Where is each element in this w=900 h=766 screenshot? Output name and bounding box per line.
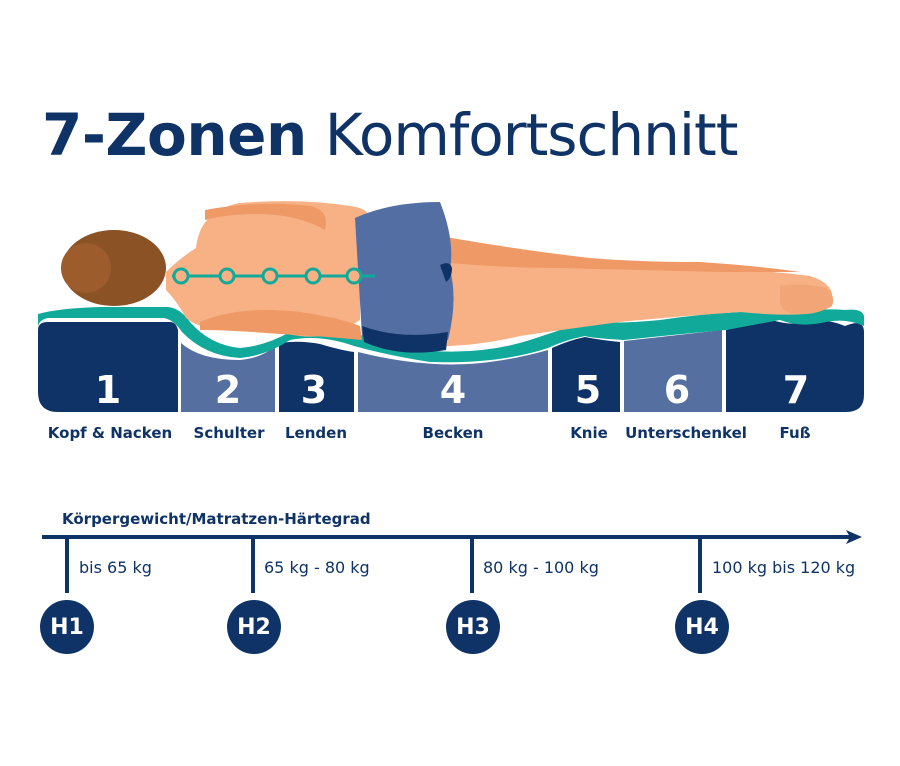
axis-arrowhead-icon bbox=[846, 530, 862, 544]
zone-number-1: 1 bbox=[94, 368, 122, 412]
vertebra-marker bbox=[218, 267, 236, 285]
zone-block-5 bbox=[552, 337, 620, 412]
hardness-badge-h1: H1 bbox=[40, 600, 94, 654]
page-title: 7-Zonen Komfortschnitt bbox=[42, 100, 739, 170]
range-label-h4: 100 kg bis 120 kg bbox=[712, 558, 856, 577]
shoulder-shade bbox=[205, 203, 326, 230]
vertebra-marker bbox=[304, 267, 322, 285]
vertebra-marker bbox=[261, 267, 279, 285]
person-figure bbox=[61, 201, 834, 353]
zone-number-3: 3 bbox=[300, 368, 328, 412]
foot bbox=[780, 284, 834, 314]
spine-line bbox=[172, 267, 375, 285]
zone-block-1 bbox=[38, 322, 178, 412]
zone-number-2: 2 bbox=[214, 368, 242, 412]
comfort-layer bbox=[38, 307, 864, 363]
range-label-h3: 80 kg - 100 kg bbox=[483, 558, 599, 577]
title-light: Komfortschnitt bbox=[324, 101, 739, 169]
mattress-illustration bbox=[38, 201, 864, 412]
title-bold: 7-Zonen bbox=[42, 101, 307, 169]
zone-label-3: Lenden bbox=[285, 424, 347, 442]
zone-label-6: Unterschenkel bbox=[625, 424, 747, 442]
waist-shade bbox=[200, 309, 362, 340]
vertebra-marker bbox=[345, 267, 363, 285]
upper-leg-shade bbox=[440, 236, 800, 272]
range-label-h2: 65 kg - 80 kg bbox=[264, 558, 370, 577]
shorts-crease bbox=[440, 263, 452, 282]
zone-label-2: Schulter bbox=[193, 424, 265, 442]
zone-number-6: 6 bbox=[663, 368, 691, 412]
hardness-badge-h3: H3 bbox=[446, 600, 500, 654]
hardness-badge-h2: H2 bbox=[227, 600, 281, 654]
scale-axis bbox=[42, 530, 862, 593]
zone-label-7: Fuß bbox=[779, 424, 811, 442]
shorts-hem bbox=[362, 326, 448, 353]
zone-label-5: Knie bbox=[570, 424, 608, 442]
zone-block-3 bbox=[279, 341, 354, 412]
scale-axis-title: Körpergewicht/Matratzen-Härtegrad bbox=[62, 510, 371, 528]
hardness-badge-h4: H4 bbox=[675, 600, 729, 654]
zone-block-7 bbox=[726, 320, 864, 412]
zone-block-2 bbox=[181, 343, 275, 412]
zone-label-1: Kopf & Nacken bbox=[47, 424, 173, 442]
zone-number-5: 5 bbox=[574, 368, 602, 412]
zone-number-7: 7 bbox=[782, 368, 810, 412]
range-label-h1: bis 65 kg bbox=[79, 558, 152, 577]
zone-number-4: 4 bbox=[439, 368, 467, 412]
hair-bun bbox=[61, 243, 111, 293]
vertebra-marker bbox=[172, 267, 190, 285]
zone-block-6 bbox=[624, 330, 722, 412]
zone-block-4 bbox=[358, 350, 548, 412]
mattress-zones bbox=[38, 320, 864, 412]
shorts bbox=[355, 202, 454, 348]
zone-label-4: Becken bbox=[422, 424, 484, 442]
